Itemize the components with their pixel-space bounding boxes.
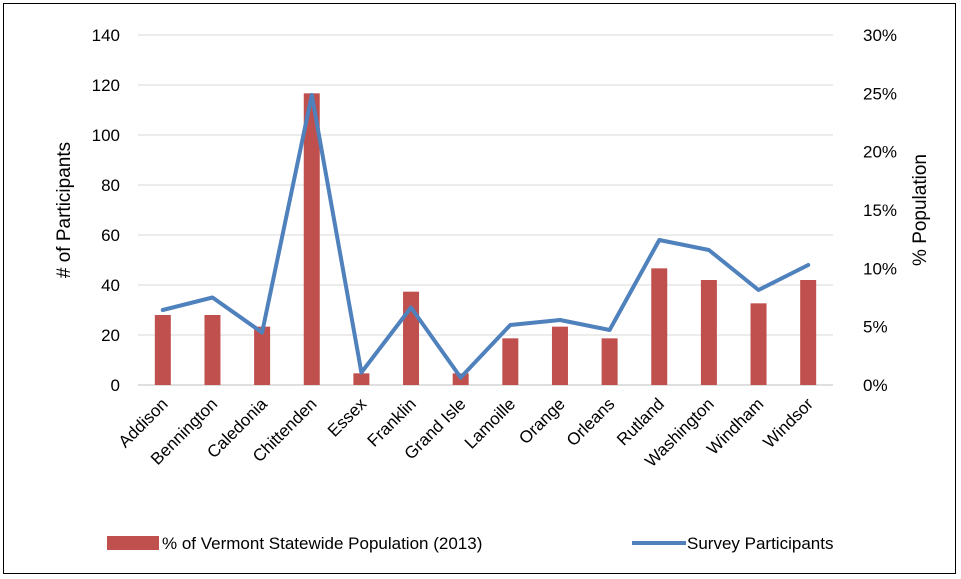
y2-tick-label: 5% [863, 318, 888, 337]
left-axis-ticks: 0 20 40 60 80 100 120 140 [92, 26, 120, 395]
bar [601, 338, 618, 385]
bar [254, 326, 271, 385]
y-tick-label: 60 [101, 226, 120, 245]
y2-tick-label: 15% [863, 201, 897, 220]
y2-tick-label: 20% [863, 143, 897, 162]
bar [502, 338, 519, 385]
bar [154, 315, 171, 385]
x-tick-label: Windsor [759, 394, 817, 452]
chart-frame [3, 3, 956, 574]
bar [800, 280, 817, 385]
bar [700, 280, 717, 385]
right-axis-title: % Population [910, 154, 931, 266]
y-tick-label: 80 [101, 176, 120, 195]
gridlines [138, 34, 833, 386]
y2-tick-label: 25% [863, 84, 897, 103]
y2-tick-label: 10% [863, 259, 897, 278]
bar [551, 326, 568, 385]
y-tick-label: 40 [101, 276, 120, 295]
x-tick-label: Orange [515, 394, 569, 448]
bar [651, 268, 668, 385]
y-tick-label: 120 [92, 76, 120, 95]
line-series [160, 93, 811, 380]
bar [353, 373, 370, 385]
x-tick-label: Lamoille [461, 394, 519, 452]
legend-label-bar: % of Vermont Statewide Population (2013) [162, 534, 482, 553]
x-tick-label: Essex [324, 394, 371, 441]
x-tick-label: Orleans [563, 394, 619, 450]
y-tick-label: 20 [101, 326, 120, 345]
bar [750, 303, 767, 385]
y2-tick-label: 0% [863, 376, 888, 395]
legend-label-line: Survey Participants [687, 534, 833, 553]
legend-swatch-bar [107, 536, 159, 550]
left-axis-title: # of Participants [54, 142, 75, 278]
bar [204, 315, 221, 385]
y-tick-label: 0 [111, 376, 120, 395]
y-tick-label: 100 [92, 126, 120, 145]
series-line [160, 93, 811, 380]
y2-tick-label: 30% [863, 26, 897, 45]
right-axis-ticks: 0% 5% 10% 15% 20% 25% 30% [863, 26, 897, 395]
bar [303, 93, 320, 385]
legend: % of Vermont Statewide Population (2013)… [107, 534, 833, 553]
bar-series [154, 93, 817, 385]
y-tick-label: 140 [92, 26, 120, 45]
